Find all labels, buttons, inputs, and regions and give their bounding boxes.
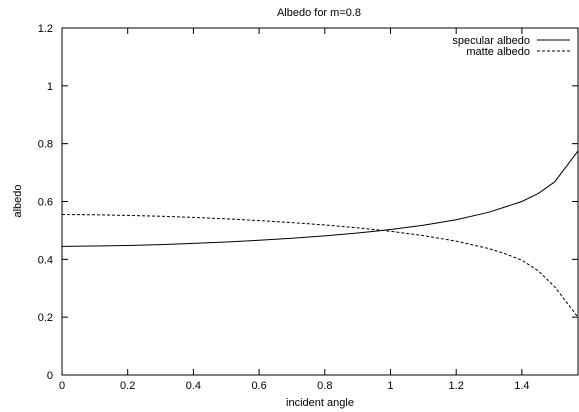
y-tick-label: 1.2 [38, 23, 53, 35]
y-axis-label: albedo [12, 184, 24, 217]
chart-title: Albedo for m=0.8 [277, 7, 361, 19]
y-tick-label: 0.8 [38, 139, 53, 151]
x-tick-label: 1.4 [514, 380, 529, 392]
y-tick-label: 0.6 [38, 197, 53, 209]
x-tick-label: 0.2 [120, 380, 135, 392]
y-tick-label: 1 [47, 81, 53, 93]
y-tick-label: 0.2 [38, 312, 53, 324]
legend-label: specular albedo [452, 35, 530, 47]
x-axis-ticks: 0 0.2 0.4 0.6 0.8 1 1.2 1.4 [59, 28, 530, 392]
legend-label: matte albedo [466, 46, 530, 58]
x-tick-label: 0.8 [317, 380, 332, 392]
y-axis-ticks: 0 0.2 0.4 0.6 0.8 1 1.2 [38, 23, 578, 382]
x-axis-label: incident angle [286, 397, 354, 409]
plot-frame [61, 27, 579, 376]
x-tick-label: 0 [59, 380, 65, 392]
x-tick-label: 1 [387, 380, 393, 392]
x-tick-label: 1.2 [449, 380, 464, 392]
y-tick-label: 0.4 [38, 254, 53, 266]
matte-albedo-line [61, 214, 579, 318]
y-tick-label: 0 [47, 370, 53, 382]
x-tick-label: 0.6 [251, 380, 266, 392]
series-layer [61, 150, 579, 318]
x-tick-label: 0.4 [186, 380, 201, 392]
specular-albedo-line [61, 150, 579, 247]
